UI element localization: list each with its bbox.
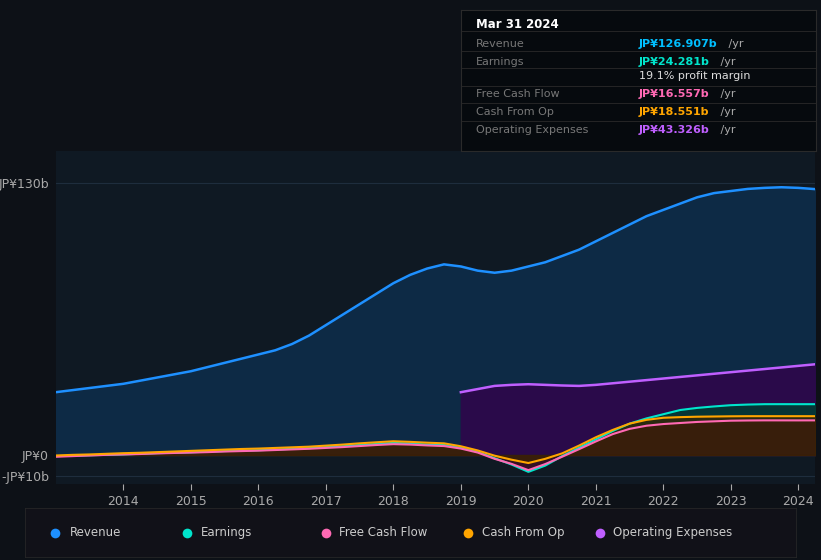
Text: Operating Expenses: Operating Expenses <box>475 125 588 136</box>
Text: /yr: /yr <box>717 125 736 136</box>
Text: /yr: /yr <box>717 57 736 67</box>
Text: 19.1% profit margin: 19.1% profit margin <box>639 72 750 81</box>
Text: Earnings: Earnings <box>200 526 252 539</box>
Text: Cash From Op: Cash From Op <box>475 107 553 117</box>
Text: Operating Expenses: Operating Expenses <box>613 526 732 539</box>
Text: JP¥43.326b: JP¥43.326b <box>639 125 709 136</box>
Text: Revenue: Revenue <box>70 526 121 539</box>
Text: JP¥18.551b: JP¥18.551b <box>639 107 709 117</box>
Text: /yr: /yr <box>725 39 743 49</box>
Text: Free Cash Flow: Free Cash Flow <box>475 89 559 99</box>
Text: /yr: /yr <box>717 89 736 99</box>
Text: Earnings: Earnings <box>475 57 524 67</box>
Text: Free Cash Flow: Free Cash Flow <box>340 526 428 539</box>
Text: JP¥16.557b: JP¥16.557b <box>639 89 709 99</box>
Text: Mar 31 2024: Mar 31 2024 <box>475 18 558 31</box>
Text: /yr: /yr <box>717 107 736 117</box>
Text: JP¥126.907b: JP¥126.907b <box>639 39 718 49</box>
Text: Cash From Op: Cash From Op <box>482 526 565 539</box>
Text: JP¥24.281b: JP¥24.281b <box>639 57 709 67</box>
Text: Revenue: Revenue <box>475 39 525 49</box>
